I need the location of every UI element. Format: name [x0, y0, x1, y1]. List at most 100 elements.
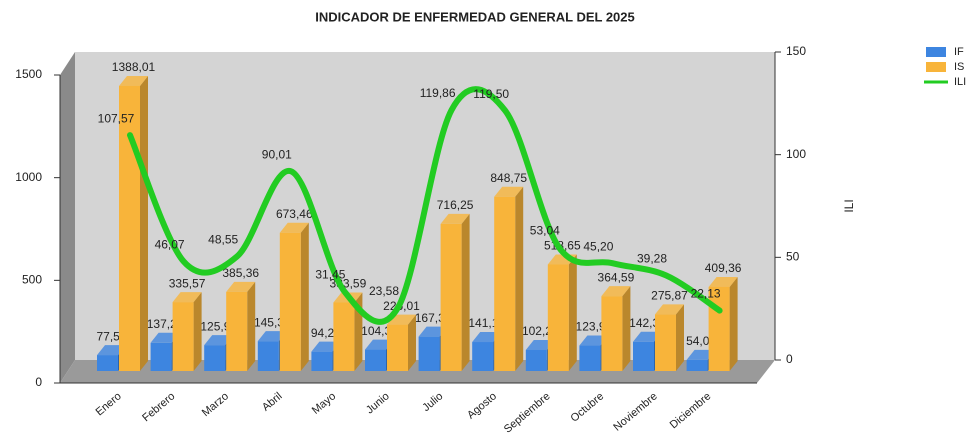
- bar-top: [97, 345, 126, 356]
- bar-side: [300, 222, 309, 371]
- legend-swatch: [926, 47, 946, 57]
- bar-top: [708, 276, 738, 287]
- bar-top: [525, 340, 555, 351]
- legend-swatch: [926, 62, 946, 72]
- bar: [365, 349, 386, 371]
- bar: [547, 264, 569, 371]
- x-tick-label: Octubre: [568, 390, 606, 424]
- data-label: 119,50: [473, 87, 509, 101]
- bar-top: [686, 349, 716, 360]
- x-tick-label: Junio: [364, 390, 392, 416]
- data-label: 335,57: [169, 276, 206, 290]
- data-label: 848,75: [490, 171, 527, 185]
- data-label: 385,36: [222, 266, 259, 280]
- bar: [257, 341, 279, 371]
- x-tick-label: Enero: [94, 390, 124, 418]
- bar-top: [365, 339, 394, 350]
- bar-top: [279, 222, 309, 233]
- bar-side: [568, 254, 577, 371]
- y2-axis-label: ILI: [842, 199, 856, 212]
- bar: [440, 223, 462, 371]
- bar: [418, 336, 440, 371]
- bar-top: [257, 331, 287, 342]
- bar-side: [676, 304, 684, 371]
- data-label: 90,01: [262, 147, 292, 161]
- bar-side: [193, 292, 202, 371]
- bar: [601, 296, 623, 371]
- data-label: 107,57: [98, 111, 135, 125]
- x-tick-label: Mayo: [310, 390, 338, 416]
- data-label: 119,86: [420, 86, 456, 100]
- bar: [686, 359, 708, 371]
- y-tick-label: 1500: [15, 67, 42, 81]
- line: [127, 86, 723, 325]
- bar-top: [119, 75, 148, 86]
- data-label: 22,13: [691, 287, 721, 301]
- bar: [204, 345, 226, 371]
- x-tick-label: Noviembre: [611, 390, 659, 433]
- data-label: 45,20: [583, 239, 613, 253]
- x-tick-label: Abril: [260, 390, 285, 413]
- chart-title: INDICADOR DE ENFERMEDAD GENERAL DEL 2025: [315, 9, 635, 24]
- bar-top: [633, 331, 662, 342]
- bar: [311, 351, 333, 371]
- y2-tick-label: 0: [786, 352, 793, 366]
- y2-tick-label: 150: [786, 44, 806, 58]
- bar-side: [622, 286, 631, 371]
- bar-side: [140, 75, 148, 372]
- x-tick-label: Agosto: [465, 390, 499, 421]
- bar-top: [150, 332, 180, 343]
- y-tick-label: 0: [35, 375, 42, 389]
- y2-tick-label: 100: [786, 147, 806, 161]
- bar: [525, 350, 547, 371]
- bar-side: [461, 213, 470, 371]
- data-label: 364,59: [598, 270, 635, 284]
- bar: [119, 85, 140, 372]
- bar-top: [311, 341, 341, 352]
- bar: [633, 341, 654, 371]
- data-label: 31,45: [315, 268, 345, 282]
- data-label: 673,46: [276, 207, 313, 221]
- x-tick-label: Febrero: [140, 390, 177, 424]
- bar-top: [472, 332, 502, 343]
- bar: [494, 196, 516, 371]
- bar-top: [579, 335, 609, 346]
- bar-top: [494, 186, 524, 197]
- legend-label: IF: [954, 46, 964, 58]
- bar: [472, 342, 494, 371]
- data-label: 716,25: [437, 198, 474, 212]
- bar-top: [172, 292, 202, 303]
- data-label: 275,87: [651, 289, 688, 303]
- bar: [655, 314, 676, 371]
- bar: [150, 342, 172, 371]
- bar-side: [729, 276, 738, 371]
- bar: [333, 302, 355, 371]
- bar: [226, 291, 248, 371]
- x-tick-label: Julio: [420, 390, 445, 414]
- data-label: 39,28: [637, 252, 667, 266]
- data-label: 1388,01: [112, 60, 156, 74]
- data-label: 53,04: [530, 223, 560, 237]
- data-label: 48,55: [208, 232, 238, 246]
- bar: [387, 324, 408, 371]
- y-tick-label: 500: [22, 273, 42, 287]
- x-tick-label: Marzo: [200, 390, 231, 419]
- y2-tick-label: 50: [786, 250, 800, 264]
- bar-top: [204, 335, 234, 346]
- x-tick-label: Septiembre: [502, 390, 553, 435]
- bar-side: [247, 281, 256, 371]
- bar-top: [655, 304, 684, 315]
- bar: [172, 302, 194, 371]
- bar: [279, 232, 301, 371]
- bar-side: [515, 186, 524, 371]
- bar-top: [601, 286, 631, 297]
- bar: [97, 355, 118, 371]
- bar-top: [440, 213, 470, 224]
- bar: [579, 345, 601, 371]
- data-label: 23,58: [369, 284, 399, 298]
- data-label: 409,36: [705, 261, 742, 275]
- data-label: 46,07: [155, 238, 185, 252]
- bar-top: [418, 326, 448, 337]
- bar-top: [226, 281, 256, 292]
